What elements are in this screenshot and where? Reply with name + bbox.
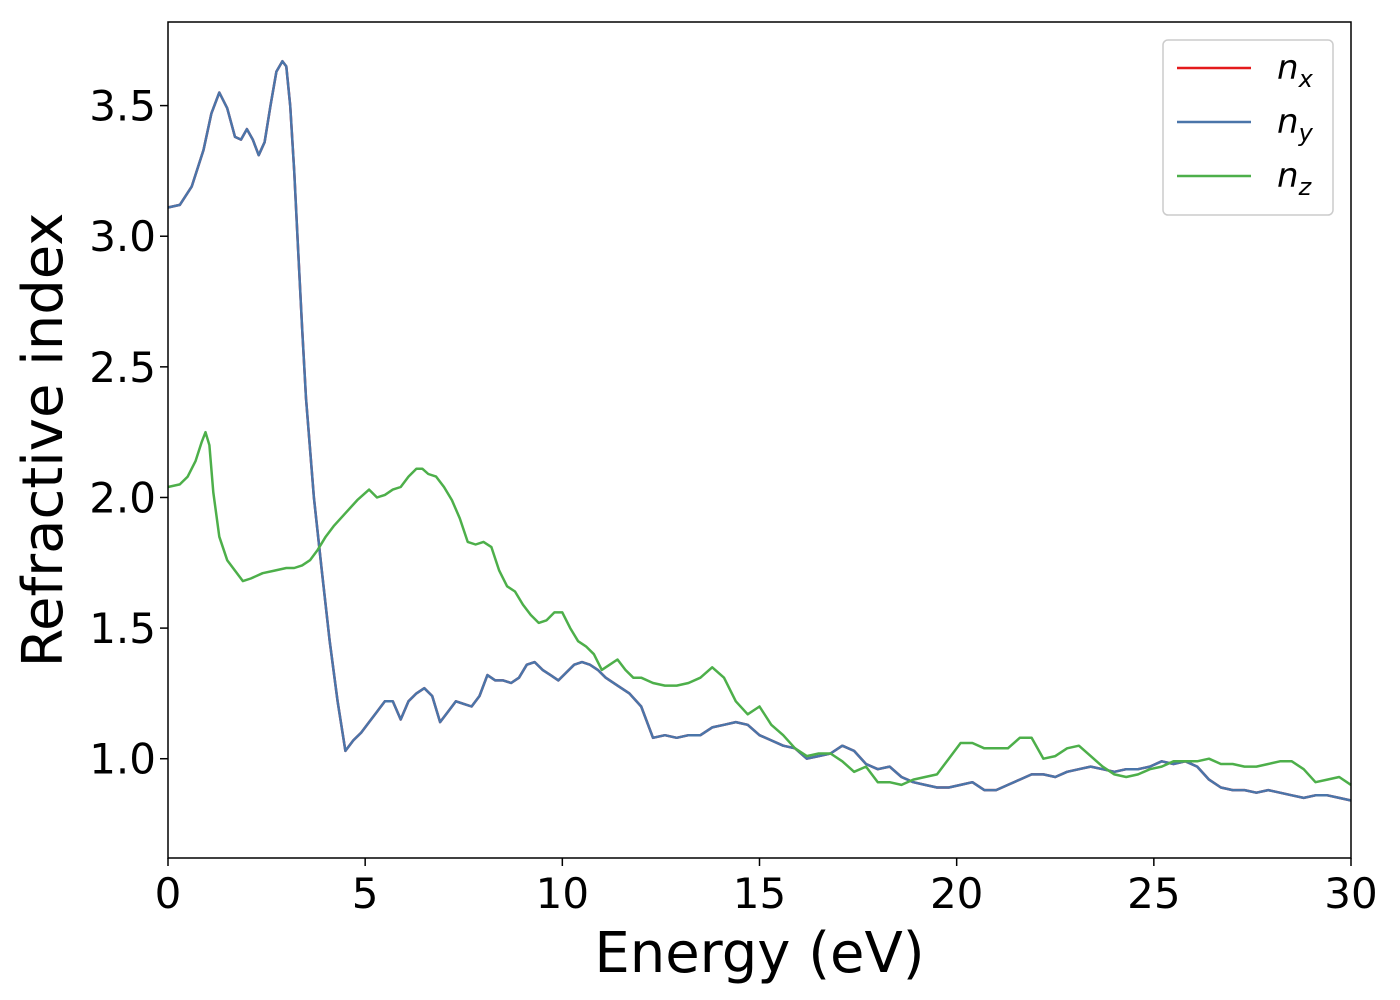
y-tick-label: 2.5 [89,343,156,392]
x-tick-label: 25 [1127,869,1180,918]
legend: nx ny nz [1162,39,1334,216]
y-tick-label: 3.0 [89,212,156,261]
legend-box [1162,39,1334,216]
y-tick-label: 1.5 [89,604,156,653]
y-tick-label: 1.0 [89,735,156,784]
x-tick-label: 15 [733,869,786,918]
y-tick-label: 2.0 [89,473,156,522]
y-tick-label: 3.5 [89,82,156,131]
x-tick-label: 30 [1324,869,1377,918]
x-axis-label: Energy (eV) [594,921,924,986]
series-line-nz [167,430,1352,787]
legend-entry-nx: nx [1277,48,1314,93]
legend-entry-nz: nz [1277,156,1313,201]
x-tick-label: 0 [155,869,182,918]
series-layer [167,59,1352,802]
x-axis: 0 5 10 15 20 25 30 [155,858,1378,918]
legend-entry-ny: ny [1277,102,1314,147]
x-tick-label: 10 [536,869,589,918]
y-axis: 1.0 1.5 2.0 2.5 3.0 3.5 [89,82,168,784]
x-tick-label: 5 [352,869,379,918]
y-axis-label: Refractive index [11,213,76,668]
x-tick-label: 20 [930,869,983,918]
